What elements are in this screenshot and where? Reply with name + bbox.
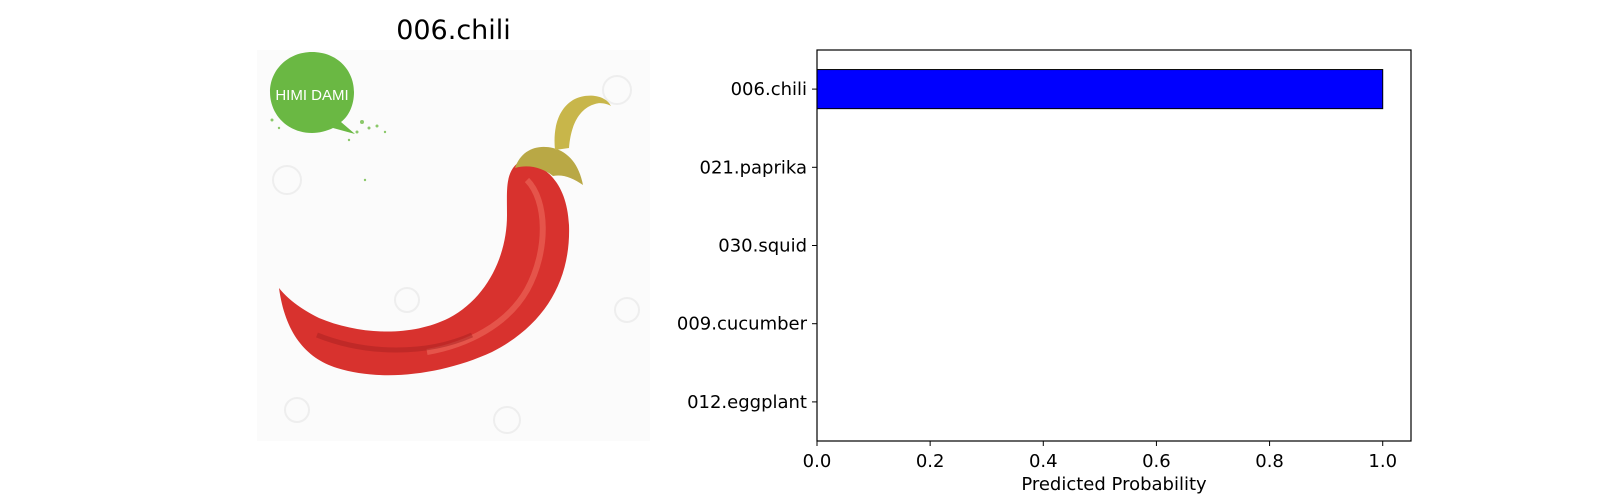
chili-illustration: HIMI DAMI — [270, 52, 640, 434]
chili-image: HIMI DAMI — [257, 50, 650, 441]
y-tick-label: 006.chili — [731, 79, 807, 100]
x-tick-label: 0.8 — [1255, 451, 1284, 472]
x-tick-label: 0.2 — [916, 451, 945, 472]
y-tick-label: 030.squid — [718, 236, 807, 257]
x-axis-label: Predicted Probability — [1021, 474, 1207, 495]
x-tick-label: 0.4 — [1029, 451, 1058, 472]
pepper-calyx — [515, 146, 583, 185]
x-tick-label: 0.0 — [803, 451, 832, 472]
y-tick-label: 009.cucumber — [677, 314, 808, 335]
x-tick-label: 0.6 — [1142, 451, 1171, 472]
y-tick-label: 021.paprika — [700, 157, 808, 178]
image-title: 006.chili — [396, 15, 511, 46]
y-tick-label: 012.eggplant — [687, 392, 807, 413]
logo-text: HIMI DAMI — [275, 87, 348, 104]
pepper-stem — [554, 95, 611, 150]
x-tick-label: 1.0 — [1368, 451, 1397, 472]
logo-badge: HIMI DAMI — [270, 52, 387, 182]
bar-006.chili — [816, 69, 1384, 110]
